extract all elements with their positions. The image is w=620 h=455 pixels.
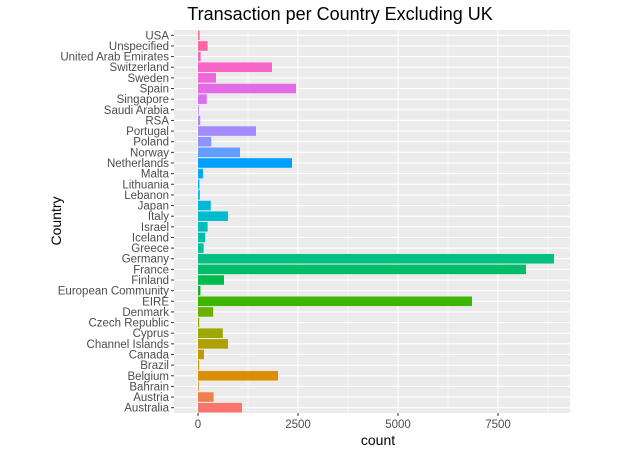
bar-lithuania (198, 179, 200, 190)
y-tick-label: Israel (141, 222, 169, 234)
y-tick-label: Spain (140, 84, 169, 96)
bar-canada (198, 349, 204, 360)
y-tick-label: Finland (131, 275, 169, 287)
y-tick-label: Cyprus (133, 328, 170, 340)
bar-iceland (198, 232, 206, 243)
y-tick-label: Japan (138, 201, 169, 213)
bar-malta (198, 168, 203, 179)
x-tick-labels: 0 2500 5000 7500 (195, 413, 511, 431)
y-tick-label: Italy (148, 211, 169, 223)
y-tick-label: Austria (133, 392, 169, 404)
y-tick-label: Australia (124, 403, 169, 415)
y-tick-label: RSA (145, 115, 169, 127)
y-tick-label: Czech Republic (88, 318, 169, 330)
y-tick-label: France (133, 264, 169, 276)
y-tick-label: Belgium (127, 371, 169, 383)
bar-portugal (198, 126, 256, 136)
plot-panel (174, 30, 570, 413)
y-tick-label: Switzerland (110, 62, 169, 74)
y-tick-label: Poland (133, 137, 169, 149)
y-tick-label: Saudi Arabia (104, 105, 170, 117)
bar-netherlands (198, 158, 292, 168)
bar-norway (198, 147, 240, 158)
y-tick-label: Channel Islands (87, 339, 170, 351)
bar-unspecified (198, 41, 208, 51)
x-tick-label: 0 (195, 419, 201, 431)
bar-cyprus (198, 328, 223, 338)
bar-greece (198, 243, 204, 253)
y-axis-title: Country (48, 196, 64, 245)
bar-japan (198, 200, 211, 211)
bar-singapore (198, 94, 207, 104)
bar-czech-republic (198, 317, 200, 328)
bar-australia (198, 402, 242, 413)
y-tick-label: Lithuania (122, 179, 169, 191)
bar-european-community (198, 285, 201, 296)
bar-italy (198, 211, 228, 221)
bar-germany (198, 253, 554, 264)
bar-brazil (198, 360, 200, 370)
bar-usa (198, 30, 200, 41)
y-tick-label: Norway (130, 147, 169, 159)
bar-belgium (198, 370, 278, 381)
bar-united-arab-emirates (198, 51, 201, 62)
bar-denmark (198, 307, 214, 317)
chart-title: Transaction per Country Excluding UK (187, 4, 492, 24)
y-tick-label: EIRE (142, 296, 169, 308)
bar-switzerland (198, 62, 272, 73)
bar-channel-islands (198, 339, 228, 349)
x-axis-title: count (361, 432, 395, 448)
bar-spain (198, 83, 296, 94)
y-tick-label: Portugal (126, 126, 169, 138)
bar-bahrain (198, 381, 199, 392)
x-tick-label: 2500 (285, 419, 311, 431)
y-tick-label: Bahrain (129, 381, 169, 393)
y-tick-label: United Arab Emirates (60, 52, 169, 64)
bar-israel (198, 222, 208, 232)
bar-saudi-arabia (198, 105, 199, 115)
bars (198, 30, 554, 413)
y-tick-label: Unspecified (109, 41, 169, 53)
y-tick-label: Sweden (127, 73, 169, 85)
bar-poland (198, 136, 212, 147)
bar-lebanon (198, 190, 200, 200)
y-tick-label: Malta (141, 169, 170, 181)
y-tick-label: Iceland (132, 232, 169, 244)
bar-france (198, 264, 526, 275)
x-tick-label: 7500 (485, 419, 511, 431)
bar-austria (198, 392, 214, 402)
y-tick-label: Singapore (117, 94, 169, 106)
y-tick-label: Germany (122, 254, 170, 266)
y-tick-label: Netherlands (107, 158, 169, 170)
bar-eire (198, 296, 472, 307)
y-tick-label: Greece (131, 243, 169, 255)
y-tick-label: European Community (58, 286, 169, 298)
y-tick-label: Brazil (140, 360, 169, 372)
bar-finland (198, 275, 224, 285)
y-tick-label: USA (145, 30, 169, 42)
bar-sweden (198, 73, 216, 83)
x-tick-label: 5000 (385, 419, 411, 431)
y-tick-label: Canada (129, 349, 170, 361)
y-tick-labels: AustraliaAustriaBahrainBelgiumBrazilCana… (58, 30, 174, 415)
bar-rsa (198, 115, 201, 126)
y-tick-label: Lebanon (124, 190, 169, 202)
y-tick-label: Denmark (122, 307, 169, 319)
